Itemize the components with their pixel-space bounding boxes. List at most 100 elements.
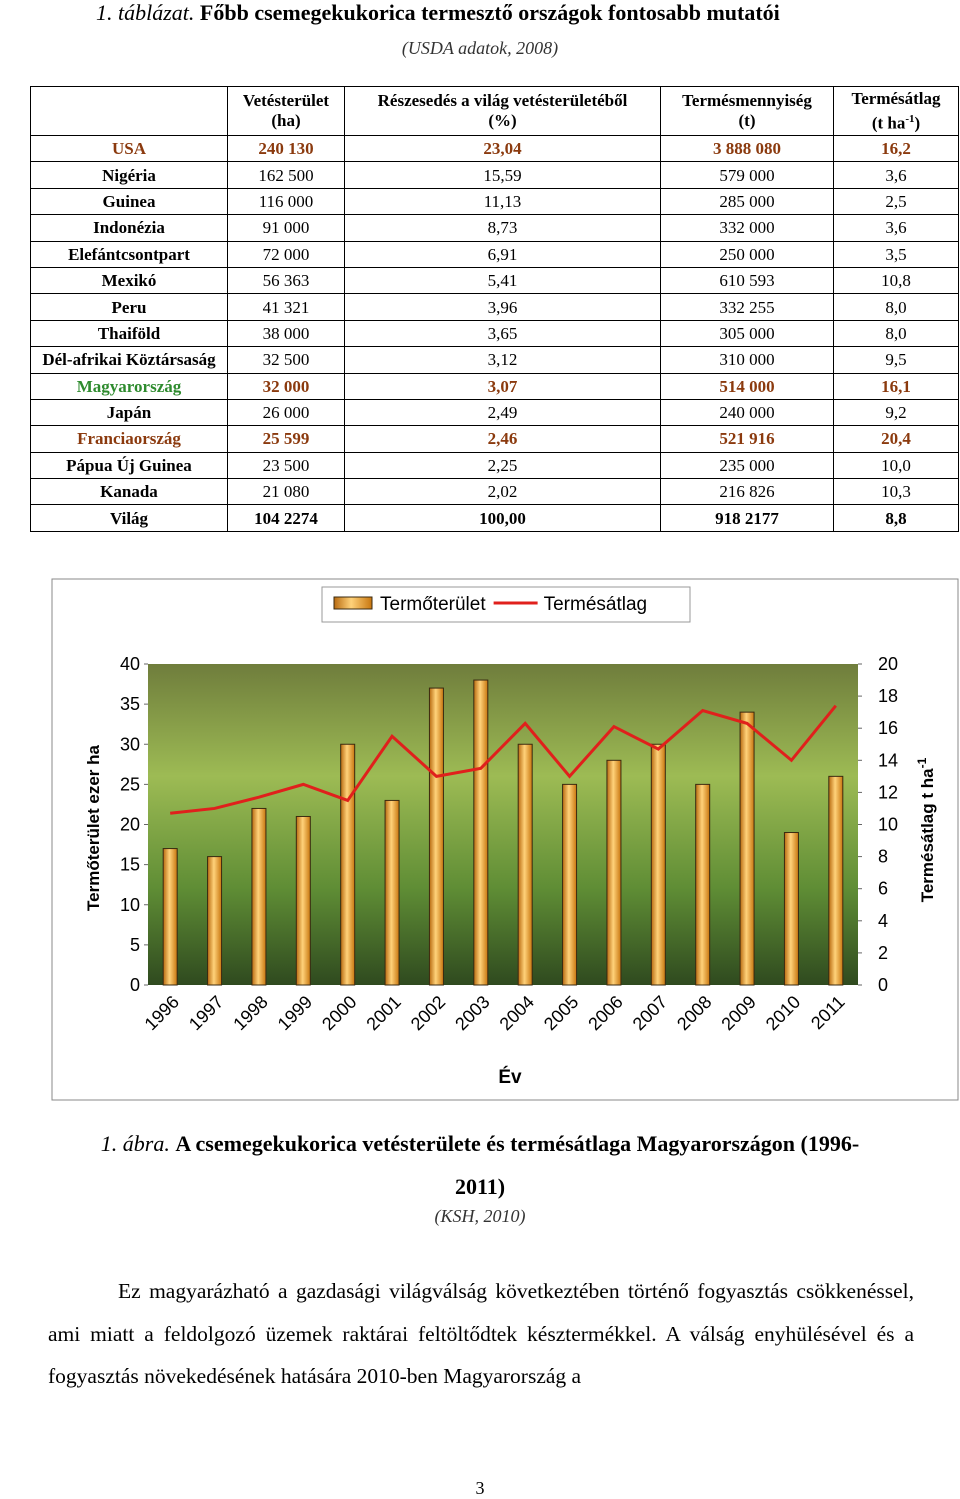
bar <box>162 848 178 986</box>
bar <box>295 815 311 986</box>
row-label: Japán <box>30 398 228 427</box>
row-label: Magyarország <box>30 372 228 400</box>
bar <box>783 832 799 986</box>
table-row: Kanada 21 080 2,02 216 826 10,3 <box>30 478 959 506</box>
table-cell: 16,1 <box>833 372 959 400</box>
header-unit-sup: -1 <box>905 112 915 125</box>
table-cell: 2,5 <box>833 187 959 216</box>
table-cell: 2,02 <box>344 478 661 506</box>
table-cell: 10,0 <box>833 451 959 480</box>
row-label: Dél-afrikai Köztársaság <box>30 346 228 374</box>
header-unit: (%) <box>488 111 517 130</box>
table-body: USA 240 130 23,04 3 888 080 16,2 Nigéria 162 5… <box>30 134 959 532</box>
table-cell: 240 130 <box>227 134 345 163</box>
figure-source: (KSH, 2010) <box>434 1206 526 1226</box>
table-row: Világ 104 2274 100,00 918 2177 8,8 <box>30 504 959 532</box>
table-cell: 285 000 <box>660 187 834 216</box>
table-cell: 104 2274 <box>227 504 345 532</box>
table-row: Franciaország 25 599 2,46 521 916 20,4 <box>30 425 959 453</box>
bar <box>695 783 711 986</box>
bar <box>562 783 578 986</box>
header-cell: Részesedés a világ vetésterületéből (%) <box>344 86 661 136</box>
y2-tick-label: 18 <box>878 686 898 706</box>
bar <box>739 711 755 986</box>
table-cell: 20,4 <box>833 425 959 453</box>
header-name: Részesedés a világ vetésterületéből <box>377 91 628 110</box>
table-number: 1. táblázat. <box>96 0 195 25</box>
table-cell: 9,5 <box>833 346 959 374</box>
table-cell: 25 599 <box>227 425 345 453</box>
table-row: Indonézia 91 000 8,73 332 000 3,6 <box>30 214 959 242</box>
header-unit: (t ha <box>871 113 906 133</box>
table-cell: 72 000 <box>227 240 345 268</box>
bar <box>207 856 223 986</box>
table-cell: 32 000 <box>227 372 345 400</box>
line <box>170 704 837 815</box>
table-cell: 21 080 <box>227 478 345 506</box>
table-cell: 610 593 <box>660 266 834 295</box>
y-tick-label: 30 <box>120 734 140 754</box>
table-cell: 3,07 <box>344 372 661 400</box>
legend-swatch <box>333 596 373 610</box>
y2-tick-label: 16 <box>878 718 898 738</box>
table-cell: 116 000 <box>227 187 345 216</box>
y-tick-label: 40 <box>120 654 140 674</box>
table-cell: 162 500 <box>227 161 345 189</box>
row-label: Franciaország <box>30 425 228 453</box>
header-unit-end: ) <box>914 113 921 133</box>
table-cell: 310 000 <box>660 346 834 374</box>
y-tick-label: 35 <box>120 694 140 714</box>
legend-label: Termésátlag <box>544 594 648 615</box>
bar <box>606 759 622 986</box>
body-text: Ez magyarázható a gazdasági világválság … <box>48 1279 914 1388</box>
row-label: Elefántcsontpart <box>30 240 228 268</box>
x-axis-title: Év <box>498 1066 522 1088</box>
table-cell: 15,59 <box>344 161 661 189</box>
row-label: Nigéria <box>30 161 228 189</box>
table-row: Pápua Új Guinea 23 500 2,25 235 000 10,0 <box>30 451 959 480</box>
row-label: Peru <box>30 293 228 321</box>
row-label: Mexikó <box>30 266 228 295</box>
row-label: Kanada <box>30 478 228 506</box>
table-title-text: Főbb csemegekukorica termesztő országok … <box>199 0 780 25</box>
y2-axis-title-sup: -1 <box>915 757 929 768</box>
y2-tick-label: 2 <box>878 943 888 963</box>
figure-caption: 1. ábra. A csemegekukorica vetésterülete… <box>0 1122 960 1208</box>
figure-number: 1. ábra. <box>100 1131 170 1156</box>
bar <box>340 743 356 986</box>
table-row: Magyarország 32 000 3,07 514 000 16,1 <box>30 372 959 400</box>
y-tick-label: 20 <box>120 815 140 835</box>
table-source: (USDA adatok, 2008) <box>401 38 559 58</box>
table-cell: 3,65 <box>344 319 661 348</box>
header-cell: Termésmennyiség (t) <box>660 86 834 136</box>
bar <box>828 775 844 986</box>
table-row: Thaiföld 38 000 3,65 305 000 8,0 <box>30 319 959 348</box>
bar <box>517 743 533 986</box>
table-title: 1. táblázat. Főbb csemegekukorica termes… <box>96 0 780 26</box>
header-name: Vetésterület <box>242 91 330 110</box>
y2-tick-label: 12 <box>878 782 898 802</box>
y-tick-label: 5 <box>130 935 140 955</box>
y2-tick-label: 6 <box>878 879 888 899</box>
table-cell: 240 000 <box>660 398 834 427</box>
y-tick-label: 0 <box>130 975 140 995</box>
table-cell: 3,96 <box>344 293 661 321</box>
header-cell: Termésátlag (t ha-1) <box>833 86 959 136</box>
table-row: Guinea 116 000 11,13 285 000 2,5 <box>30 187 959 216</box>
table-cell: 8,0 <box>833 319 959 348</box>
bar <box>384 799 400 986</box>
row-label: USA <box>30 134 228 163</box>
data-table: Vetésterület (ha) Részesedés a világ vetés… <box>30 86 959 532</box>
table-cell: 2,46 <box>344 425 661 453</box>
table-cell: 8,8 <box>833 504 959 532</box>
y-tick-label: 15 <box>120 855 140 875</box>
y2-tick-label: 4 <box>878 911 888 931</box>
header-name: Termésátlag <box>851 88 941 108</box>
table-cell: 235 000 <box>660 451 834 480</box>
figure-title: A csemegekukorica vetésterülete és termé… <box>175 1131 860 1156</box>
table-cell: 3 888 080 <box>660 134 834 163</box>
bar <box>650 743 666 986</box>
table-cell: 8,0 <box>833 293 959 321</box>
figure-title: 2011) <box>454 1174 506 1199</box>
